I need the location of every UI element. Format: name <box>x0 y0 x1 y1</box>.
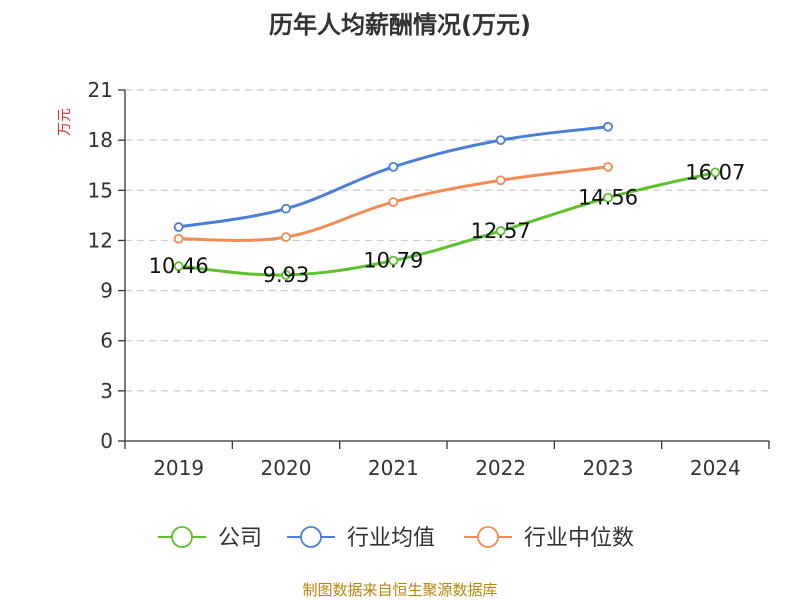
data-labels: 10.46 9.93 10.79 12.57 14.56 16.07 <box>149 160 746 287</box>
axes: 0 3 6 9 12 15 18 21 2019 2020 2021 2022 2023 2024 <box>88 78 770 480</box>
source-note: 制图数据来自恒生聚源数据库 <box>302 581 497 599</box>
legend-label: 行业均值 <box>347 526 435 551</box>
series-point-0 <box>710 167 721 178</box>
y-tick-label: 18 <box>88 128 113 152</box>
series-point-2 <box>495 175 506 186</box>
legend-marker-icon <box>300 526 322 548</box>
series-point-2 <box>173 233 184 244</box>
data-label: 10.79 <box>363 249 423 273</box>
series-point-0 <box>603 192 613 203</box>
data-label: 12.57 <box>471 219 531 243</box>
series-point-2 <box>388 197 399 207</box>
series-point-1 <box>281 203 291 214</box>
y-tick-label: 3 <box>100 379 113 403</box>
series-group <box>173 121 721 280</box>
data-label: 16.07 <box>685 160 745 184</box>
series-point-0 <box>495 226 506 236</box>
y-tick-label: 21 <box>88 78 113 102</box>
y-tick-label: 0 <box>100 429 113 453</box>
legend-marker-icon <box>477 526 499 548</box>
series-point-1 <box>603 121 613 132</box>
series-point-0 <box>173 261 184 272</box>
y-axis-label: 万元 <box>57 108 73 136</box>
data-label: 9.93 <box>263 263 310 287</box>
series-point-1 <box>495 135 506 146</box>
series-line-1 <box>177 125 610 229</box>
y-tick-label: 15 <box>88 178 113 202</box>
y-tick-label: 9 <box>100 279 113 303</box>
series-point-1 <box>388 161 399 172</box>
x-tick-label: 2020 <box>261 456 312 480</box>
series-point-0 <box>281 270 291 280</box>
x-tick-label: 2023 <box>583 456 634 480</box>
series-point-1 <box>173 222 184 232</box>
x-tick-label: 2019 <box>153 456 204 480</box>
y-tick-label: 6 <box>100 329 113 353</box>
legend-marker-icon <box>171 526 193 548</box>
legend-label: 行业中位数 <box>524 526 634 551</box>
series-point-2 <box>281 232 291 242</box>
x-tick-label: 2024 <box>690 456 741 480</box>
legend: 公司 行业均值 行业中位数 <box>158 526 634 551</box>
chart-title: 历年人均薪酬情况(万元) <box>269 11 531 39</box>
series-point-0 <box>388 255 399 266</box>
legend-item: 行业均值 <box>287 526 435 551</box>
x-tick-label: 2022 <box>475 456 526 480</box>
x-tick-label: 2021 <box>368 456 419 480</box>
series-point-2 <box>603 161 613 172</box>
legend-label: 公司 <box>218 526 262 551</box>
legend-item: 公司 <box>158 526 262 551</box>
legend-item: 行业中位数 <box>464 526 634 551</box>
y-tick-label: 12 <box>88 228 113 252</box>
data-label: 10.46 <box>149 254 209 278</box>
series-line-0 <box>177 170 717 277</box>
data-label: 14.56 <box>578 186 638 210</box>
